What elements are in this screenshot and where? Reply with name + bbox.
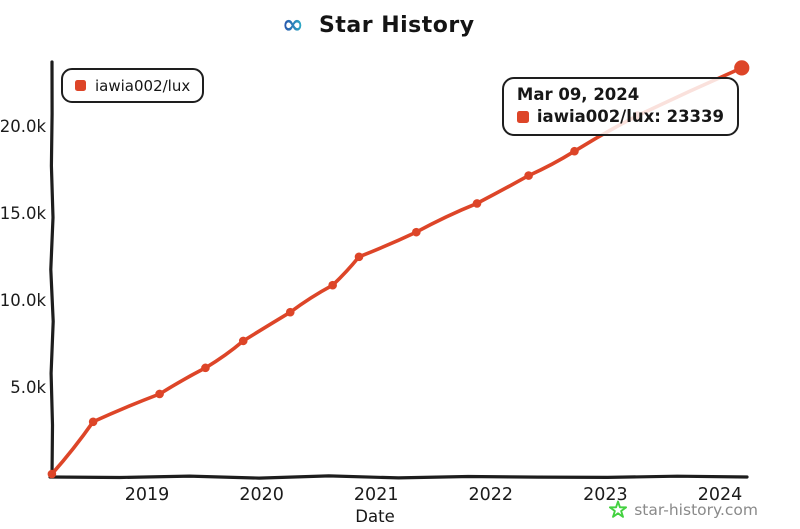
y-axis-tick-label: 5.0k (10, 378, 46, 397)
x-axis-tick-label: 2019 (125, 485, 170, 505)
page-title: Star History (319, 12, 475, 38)
watermark-text: star-history.com (634, 501, 758, 519)
data-point[interactable] (524, 171, 533, 180)
data-point[interactable] (201, 363, 210, 373)
data-point[interactable] (412, 227, 421, 237)
y-axis-tick-label: 10.0k (0, 291, 46, 310)
legend-series-label: iawia002/lux (95, 76, 191, 95)
tooltip-date: Mar 09, 2024 (516, 85, 640, 104)
star-history-logo-icon: ∞ (282, 11, 304, 39)
x-axis-tick-label: 2024 (698, 485, 743, 505)
tooltip-series-value: iawia002/lux: 23339 (536, 107, 724, 126)
x-axis-tick-label: 2023 (583, 485, 628, 505)
highlighted-data-point[interactable] (734, 60, 750, 76)
data-point[interactable] (570, 146, 579, 156)
svg-text:∞: ∞ (282, 11, 304, 39)
chart-tooltip: Mar 09, 2024 iawia002/lux: 23339 (501, 77, 739, 136)
data-point[interactable] (238, 336, 248, 346)
x-axis-tick-label: 2021 (354, 485, 399, 505)
star-icon (609, 500, 628, 518)
x-axis-tick-label: 2022 (469, 485, 514, 505)
x-axis-title: Date (355, 507, 395, 526)
watermark: star-history.com (608, 500, 758, 520)
x-axis-tick-label: 2020 (239, 485, 284, 505)
y-axis-tick-label: 15.0k (0, 204, 46, 223)
data-point[interactable] (47, 469, 57, 479)
tooltip-series-row: iawia002/lux: 23339 (516, 107, 724, 126)
series-marker-icon (75, 80, 86, 91)
data-point[interactable] (354, 252, 364, 262)
series-marker-icon (516, 110, 529, 123)
data-point[interactable] (88, 417, 98, 427)
data-point[interactable] (155, 389, 164, 399)
chart-header: ∞ Star History (281, 11, 475, 39)
chart-legend: iawia002/lux (61, 68, 205, 103)
data-point[interactable] (285, 307, 295, 317)
data-point[interactable] (472, 199, 482, 208)
y-axis-tick-label: 20.0k (0, 117, 46, 136)
data-point[interactable] (328, 280, 337, 290)
